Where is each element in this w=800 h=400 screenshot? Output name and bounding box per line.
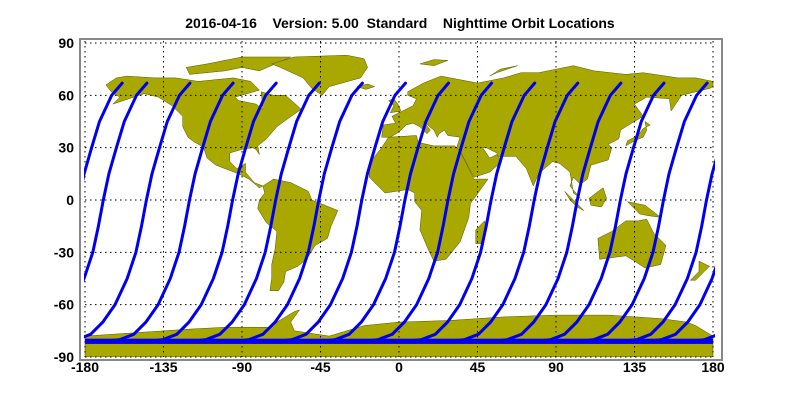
orbit-track [362,81,494,343]
orbit-track [84,81,124,182]
y-tick-label: 90 [58,35,74,51]
land-borneo [588,187,607,208]
plot-frame [79,38,723,361]
y-tick-label: -60 [54,297,74,313]
orbit-track [84,81,149,283]
orbit-tracks [0,81,800,344]
orbit-track [535,81,666,343]
orbit-track [646,265,715,343]
orbit-track [190,81,321,343]
land-sumatra [564,191,585,211]
orbit-overlap-band [85,338,713,344]
y-axis-ticks: 90 60 30 0 -30 -60 -90 [54,35,74,365]
orbit-track [84,81,192,339]
orbit-track [104,81,235,343]
x-tick-label: -45 [310,359,330,375]
orbit-track [621,158,715,343]
chart-title: 2016-04-16 Version: 5.00 Standard Nightt… [185,15,615,31]
orbit-track [0,83,36,341]
x-tick-label: 0 [395,359,403,375]
y-tick-label: -30 [54,244,74,260]
orbit-track [734,83,800,341]
orbit-track [689,334,715,343]
y-tick-label: 60 [58,87,74,103]
y-tick-label: 0 [66,192,74,208]
land-new-guinea [626,201,662,218]
x-tick-label: 180 [701,359,725,375]
x-tick-label: -180 [71,359,99,375]
y-tick-label: 30 [58,140,74,156]
y-tick-label: -90 [54,349,74,365]
x-tick-label: -135 [149,359,177,375]
land-japan [625,120,651,147]
x-axis-ticks: -180 -135 -90 -45 0 45 90 135 180 [71,359,725,375]
land-arctic-islands [185,56,291,75]
orbit-track [777,83,800,341]
orbit-track [405,81,537,343]
orbit-track [492,81,623,343]
land-novaya-zemlya [489,65,518,77]
land-new-zealand [689,260,710,281]
land-svalbard [419,59,448,66]
orbit-track [233,81,364,343]
land-eurasia [381,65,714,199]
x-tick-label: 135 [623,359,647,375]
orbit-track [276,81,407,343]
orbit-track [147,81,278,343]
land-iceland [356,83,376,90]
x-tick-label: 45 [470,359,486,375]
orbit-track [319,81,450,343]
x-tick-label: -90 [232,359,252,375]
orbit-track [578,81,709,343]
land-north-america [105,75,302,189]
land-greenland [270,54,368,96]
x-tick-label: 90 [548,359,564,375]
orbit-track [449,81,580,343]
